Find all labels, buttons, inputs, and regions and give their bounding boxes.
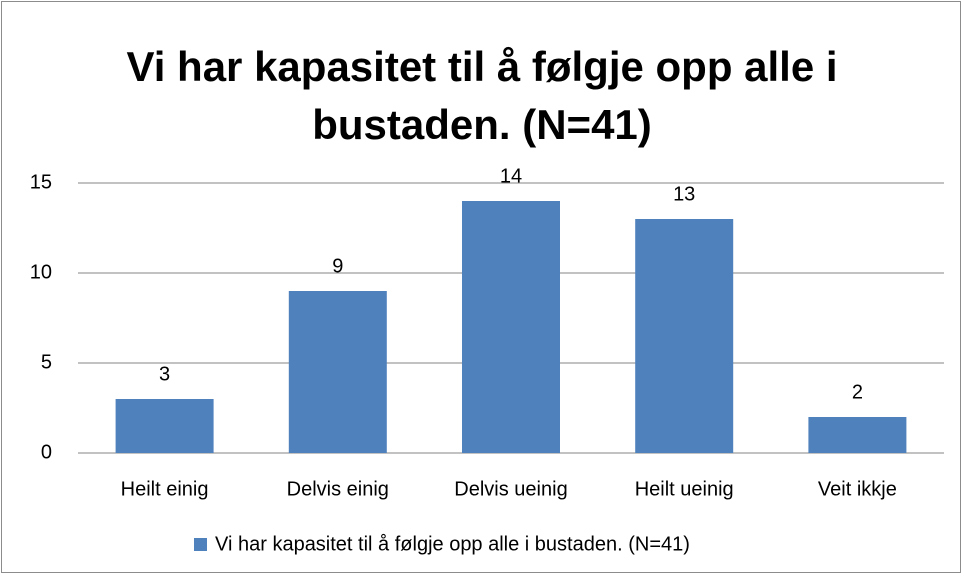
data-label: 3 (159, 363, 170, 385)
bar (115, 399, 214, 453)
y-tick-label: 15 (30, 171, 52, 193)
data-label: 2 (852, 381, 863, 403)
bar (635, 219, 734, 453)
x-tick-label: Heilt einig (121, 478, 209, 500)
x-tick-label: Delvis ueinig (454, 478, 567, 500)
chart-title: Vi har kapasitet til å følgje opp alle i… (126, 43, 838, 148)
data-label: 9 (332, 255, 343, 277)
y-tick-label: 5 (41, 351, 52, 373)
x-tick-label: Delvis einig (287, 478, 389, 500)
data-label: 13 (673, 183, 695, 205)
bar (288, 291, 387, 453)
y-tick-label: 10 (30, 261, 52, 283)
legend-swatch (194, 538, 207, 551)
legend-label: Vi har kapasitet til å følgje opp alle i… (215, 533, 690, 555)
bar (808, 417, 907, 453)
bar (462, 201, 560, 453)
x-tick-label: Heilt ueinig (635, 478, 734, 500)
data-label: 14 (500, 165, 522, 187)
x-tick-label: Veit ikkje (818, 478, 897, 500)
y-tick-label: 0 (41, 441, 52, 463)
